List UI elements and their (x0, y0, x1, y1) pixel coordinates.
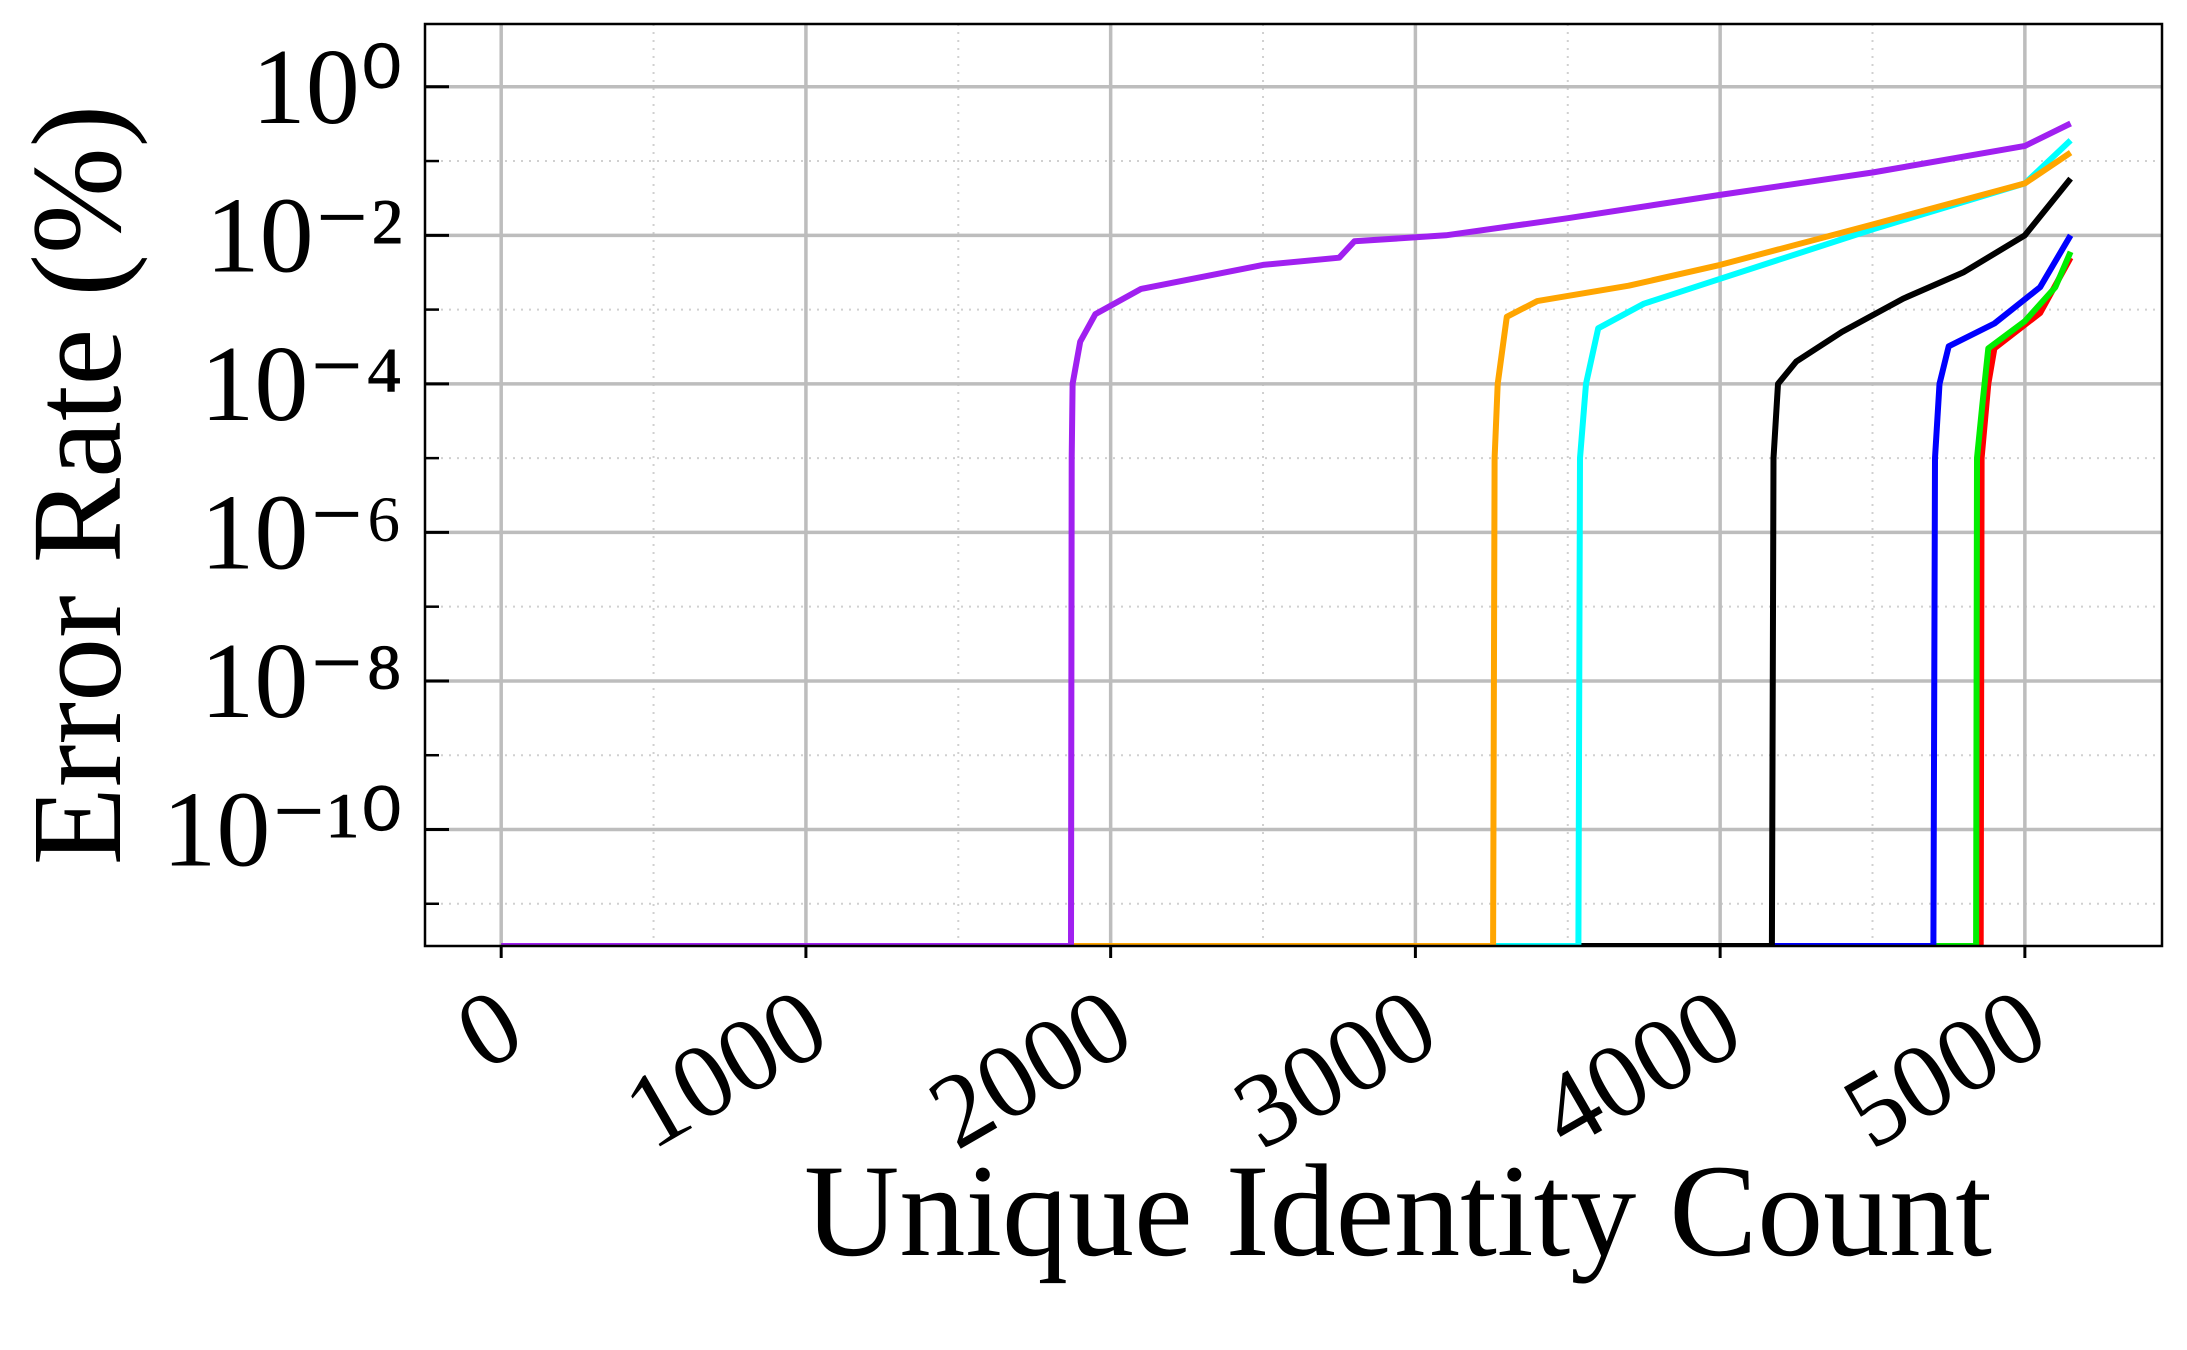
series-line (501, 120, 2072, 946)
y-tick-label: 10⁻¹⁰ (162, 770, 403, 889)
y-axis-title: Error Rate (%) (6, 105, 148, 866)
series-line (501, 233, 2074, 946)
y-tick-label: 10⁻⁶ (200, 473, 403, 592)
y-tick-label: 10⁻² (206, 176, 403, 295)
y-tick-label: 10⁰ (252, 28, 403, 147)
plot-lines (501, 120, 2074, 946)
y-tick-label: 10⁻⁸ (200, 622, 403, 741)
x-axis-title: Unique Identity Count (804, 1137, 1992, 1284)
grid (425, 24, 2162, 946)
series-line (501, 250, 2074, 946)
series-line (501, 176, 2073, 946)
plot-frame (423, 22, 2164, 948)
y-tick-label: 10⁻⁴ (200, 325, 403, 444)
series-line (501, 150, 2073, 946)
series-line (501, 256, 2074, 946)
